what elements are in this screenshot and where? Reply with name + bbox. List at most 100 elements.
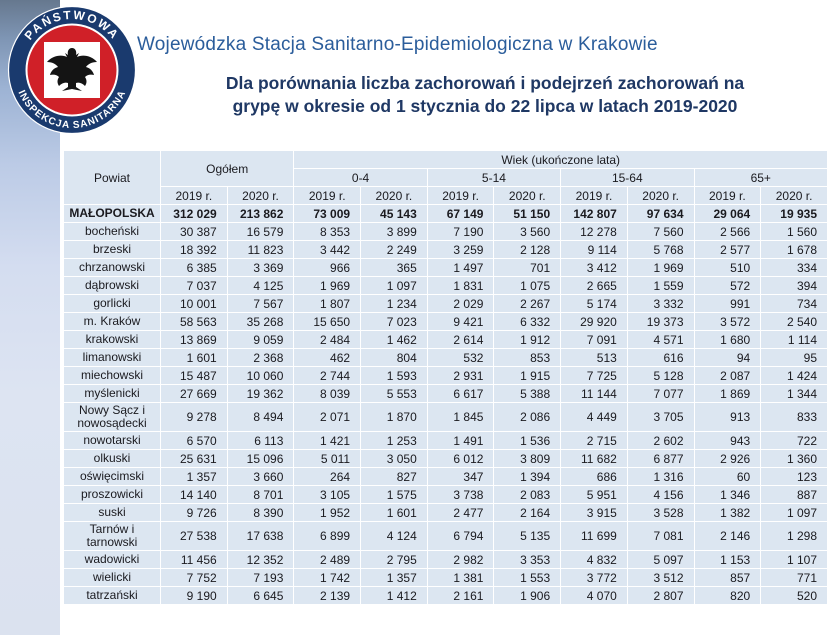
powiat-label: limanowski bbox=[63, 348, 161, 367]
value-cell: 3 572 bbox=[693, 312, 762, 331]
value-cell: 827 bbox=[360, 467, 428, 486]
value-cell: 1 491 bbox=[426, 431, 495, 450]
value-cell: 1 678 bbox=[760, 240, 828, 259]
value-cell: 4 125 bbox=[226, 276, 295, 295]
value-cell: 991 bbox=[693, 294, 762, 313]
table-row: Nowy Sącz i nowosądecki 9 278 8 494 2 071 1 … bbox=[63, 402, 828, 432]
value-cell: 722 bbox=[760, 431, 828, 450]
logo-emblem-svg: PAŃSTWOWA INSPEKCJA SANITARNA bbox=[7, 5, 137, 135]
value-cell: 29 064 bbox=[693, 204, 762, 223]
value-cell: 10 001 bbox=[160, 294, 228, 313]
value-cell: 6 385 bbox=[160, 258, 228, 277]
value-cell: 5 951 bbox=[560, 485, 628, 504]
value-cell: 3 809 bbox=[493, 449, 562, 468]
value-cell: 1 870 bbox=[360, 402, 428, 432]
table-body: MAŁOPOLSKA 312 029 213 862 73 009 45 143 67 1… bbox=[63, 204, 828, 605]
table-row: brzeski 18 392 11 823 3 442 2 249 3 259 2 128 9… bbox=[63, 240, 828, 259]
value-cell: 3 332 bbox=[626, 294, 695, 313]
value-cell: 123 bbox=[760, 467, 828, 486]
year-header: 2019 r. bbox=[560, 186, 628, 205]
powiat-label: tatrzański bbox=[63, 586, 161, 605]
table-row: MAŁOPOLSKA 312 029 213 862 73 009 45 143 67 1… bbox=[63, 204, 828, 223]
value-cell: 45 143 bbox=[360, 204, 428, 223]
table-row: wadowicki 11 456 12 352 2 489 2 795 2 982 3 35… bbox=[63, 550, 828, 569]
value-cell: 1 575 bbox=[360, 485, 428, 504]
value-cell: 1 912 bbox=[493, 330, 562, 349]
value-cell: 5 553 bbox=[360, 384, 428, 403]
powiat-label: suski bbox=[63, 503, 161, 522]
value-cell: 67 149 bbox=[426, 204, 495, 223]
value-cell: 734 bbox=[760, 294, 828, 313]
value-cell: 334 bbox=[760, 258, 828, 277]
value-cell: 8 039 bbox=[293, 384, 362, 403]
value-cell: 2 489 bbox=[293, 550, 362, 569]
value-cell: 2 484 bbox=[293, 330, 362, 349]
table-row: bocheński 30 387 16 579 8 353 3 899 7 190 3 56… bbox=[63, 222, 828, 241]
table-row: olkuski 25 631 15 096 5 011 3 050 6 012 3 809 1… bbox=[63, 449, 828, 468]
value-cell: 19 373 bbox=[626, 312, 695, 331]
value-cell: 12 352 bbox=[226, 550, 295, 569]
value-cell: 7 560 bbox=[626, 222, 695, 241]
powiat-label: Nowy Sącz i nowosądecki bbox=[63, 402, 161, 432]
powiat-label: bocheński bbox=[63, 222, 161, 241]
value-cell: 7 037 bbox=[160, 276, 228, 295]
value-cell: 29 920 bbox=[560, 312, 628, 331]
value-cell: 14 140 bbox=[160, 485, 228, 504]
value-cell: 6 617 bbox=[426, 384, 495, 403]
value-cell: 1 344 bbox=[760, 384, 828, 403]
year-header: 2020 r. bbox=[760, 186, 828, 205]
powiat-label: myślenicki bbox=[63, 384, 161, 403]
powiat-label: miechowski bbox=[63, 366, 161, 385]
value-cell: 3 050 bbox=[360, 449, 428, 468]
table-row: tatrzański 9 190 6 645 2 139 1 412 2 161 1 906… bbox=[63, 586, 828, 605]
value-cell: 17 638 bbox=[226, 521, 295, 551]
powiat-label: dąbrowski bbox=[63, 276, 161, 295]
value-cell: 12 278 bbox=[560, 222, 628, 241]
value-cell: 4 124 bbox=[360, 521, 428, 551]
table-row: Tarnów i tarnowski 27 538 17 638 6 899 4 124… bbox=[63, 521, 828, 551]
eagle-icon bbox=[47, 48, 97, 91]
value-cell: 2 665 bbox=[560, 276, 628, 295]
subtitle-line-1: Dla porównania liczba zachorowań i podej… bbox=[225, 73, 745, 93]
value-cell: 7 091 bbox=[560, 330, 628, 349]
year-header: 2020 r. bbox=[360, 186, 428, 205]
year-header: 2019 r. bbox=[293, 186, 362, 205]
year-header: 2019 r. bbox=[426, 186, 495, 205]
value-cell: 2 029 bbox=[426, 294, 495, 313]
value-cell: 9 421 bbox=[426, 312, 495, 331]
value-cell: 1 601 bbox=[360, 503, 428, 522]
value-cell: 3 772 bbox=[560, 568, 628, 587]
table-row: chrzanowski 6 385 3 369 966 365 1 497 701 3 412… bbox=[63, 258, 828, 277]
value-cell: 2 267 bbox=[493, 294, 562, 313]
value-cell: 804 bbox=[360, 348, 428, 367]
value-cell: 510 bbox=[693, 258, 762, 277]
value-cell: 6 332 bbox=[493, 312, 562, 331]
powiat-label: krakowski bbox=[63, 330, 161, 349]
powiat-label: m. Kraków bbox=[63, 312, 161, 331]
value-cell: 2 139 bbox=[293, 586, 362, 605]
page-subtitle: Dla porównania liczba zachorowań i podej… bbox=[137, 72, 833, 118]
value-cell: 1 559 bbox=[626, 276, 695, 295]
powiat-label: brzeski bbox=[63, 240, 161, 259]
value-cell: 913 bbox=[693, 402, 762, 432]
value-cell: 5 174 bbox=[560, 294, 628, 313]
value-cell: 3 105 bbox=[293, 485, 362, 504]
value-cell: 2 577 bbox=[693, 240, 762, 259]
powiat-label: MAŁOPOLSKA bbox=[63, 204, 161, 223]
value-cell: 1 969 bbox=[293, 276, 362, 295]
value-cell: 6 877 bbox=[626, 449, 695, 468]
header-row-groups: Powiat Ogółem Wiek (ukończone lata) bbox=[63, 150, 828, 205]
value-cell: 6 570 bbox=[160, 431, 228, 450]
value-cell: 7 077 bbox=[626, 384, 695, 403]
value-cell: 462 bbox=[293, 348, 362, 367]
table-row: suski 9 726 8 390 1 952 1 601 2 477 2 164 3 915… bbox=[63, 503, 828, 522]
value-cell: 2 146 bbox=[693, 521, 762, 551]
powiat-label: olkuski bbox=[63, 449, 161, 468]
value-cell: 7 190 bbox=[426, 222, 495, 241]
value-cell: 7 725 bbox=[560, 366, 628, 385]
value-cell: 8 494 bbox=[226, 402, 295, 432]
value-cell: 10 060 bbox=[226, 366, 295, 385]
value-cell: 394 bbox=[760, 276, 828, 295]
value-cell: 4 571 bbox=[626, 330, 695, 349]
value-cell: 2 926 bbox=[693, 449, 762, 468]
